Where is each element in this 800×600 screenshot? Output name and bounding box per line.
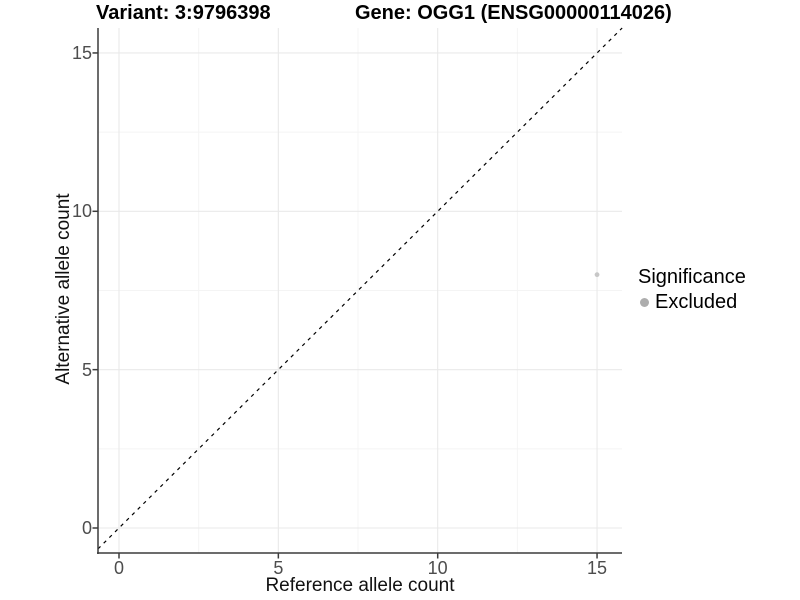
legend: Significance Excluded <box>638 266 746 313</box>
y-axis-title: Alternative allele count <box>53 193 74 385</box>
data-point <box>594 272 600 278</box>
x-tick-label: 5 <box>273 558 284 578</box>
y-tick-label: 5 <box>81 359 92 380</box>
legend-title: Significance <box>638 266 746 288</box>
gene-title: Gene: OGG1 (ENSG00000114026) <box>355 2 672 24</box>
y-tick-label: 0 <box>81 518 92 538</box>
x-tick-label: 10 <box>427 558 448 578</box>
x-tick-label: 0 <box>113 558 124 578</box>
legend-point-icon <box>640 297 649 307</box>
legend-item-label: Excluded <box>655 291 738 313</box>
y-tick-label: 15 <box>71 42 92 63</box>
x-tick-label: 15 <box>587 558 608 578</box>
y-tick-label: 10 <box>71 201 92 222</box>
x-axis-title: Reference allele count <box>265 575 455 596</box>
legend-item-excluded: Excluded <box>638 291 746 313</box>
identity-dashed-line <box>97 27 623 550</box>
variant-title: Variant: 3:9796398 <box>96 2 271 24</box>
